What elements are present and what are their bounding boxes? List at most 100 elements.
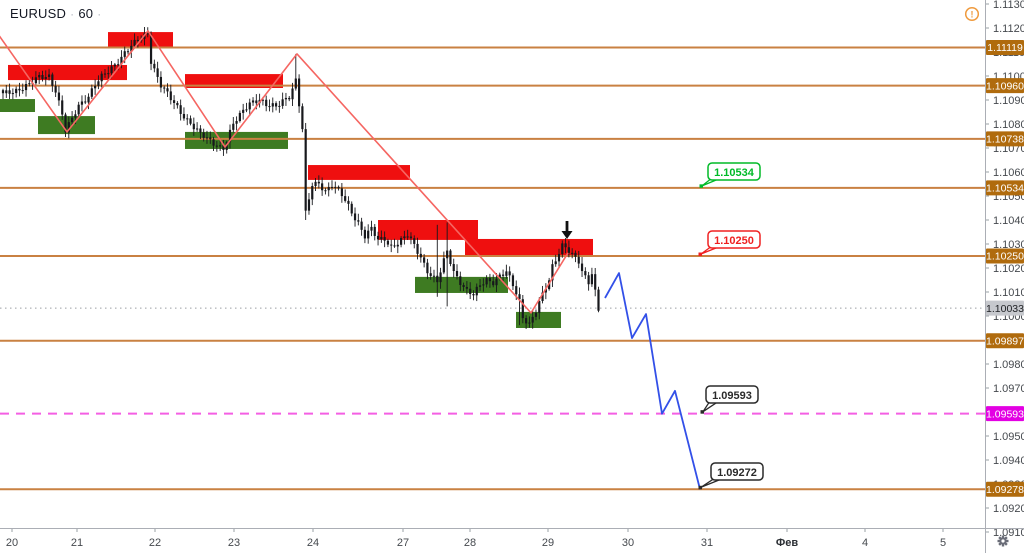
- candle: [186, 118, 189, 120]
- candle: [192, 123, 195, 130]
- candle: [103, 73, 107, 75]
- callout-text: 1.10250: [714, 235, 754, 247]
- price-tick-label: 1.09200: [993, 503, 1024, 515]
- candle: [90, 88, 93, 97]
- candle: [245, 109, 248, 111]
- level-price-label: 1.09593: [986, 408, 1024, 420]
- demand-zone[interactable]: [0, 99, 35, 112]
- demand-zone[interactable]: [516, 311, 561, 328]
- candle: [350, 203, 353, 214]
- candle: [84, 101, 87, 103]
- callout-box[interactable]: [710, 462, 764, 481]
- candle: [209, 137, 212, 140]
- candle: [182, 113, 186, 119]
- price-callout[interactable]: 1.10250: [698, 230, 761, 256]
- candle: [28, 83, 31, 85]
- warning-icon[interactable]: !: [964, 6, 980, 22]
- candle: [511, 275, 515, 287]
- candle: [413, 238, 416, 244]
- candle: [172, 100, 176, 103]
- price-callout[interactable]: 1.09593: [700, 385, 759, 414]
- supply-zone[interactable]: [378, 220, 478, 240]
- candle: [77, 104, 80, 115]
- interval-label[interactable]: 60: [78, 6, 94, 21]
- candle: [8, 90, 11, 94]
- candle: [501, 274, 505, 276]
- candle: [485, 278, 488, 285]
- callout-box[interactable]: [705, 385, 759, 404]
- supply-zone[interactable]: [465, 238, 593, 257]
- candle: [126, 51, 130, 53]
- time-tick-label: 24: [307, 537, 319, 549]
- candle: [149, 34, 153, 64]
- demand-zone[interactable]: [185, 131, 288, 149]
- time-tick-label: 4: [862, 537, 868, 549]
- candle: [222, 145, 225, 150]
- candle: [498, 274, 501, 279]
- supply-zone[interactable]: [185, 74, 283, 88]
- candle: [317, 181, 320, 184]
- candle: [54, 85, 57, 93]
- time-tick-label: 29: [542, 537, 554, 549]
- price-tick-label: 1.10600: [993, 167, 1024, 179]
- gear-icon[interactable]: [997, 535, 1009, 547]
- callout-anchor-dot: [700, 410, 704, 414]
- gear-hole: [1001, 539, 1005, 543]
- zigzag-projection-blue[interactable]: [604, 272, 701, 490]
- candle: [594, 274, 597, 290]
- candle: [18, 88, 21, 91]
- time-tick-label: 21: [71, 537, 83, 549]
- candle: [390, 244, 393, 246]
- candle: [419, 253, 422, 258]
- candle: [557, 254, 561, 262]
- candle: [136, 39, 139, 41]
- time-tick-label: 23: [228, 537, 240, 549]
- candle: [561, 243, 564, 255]
- candle: [482, 284, 485, 286]
- candle: [38, 75, 41, 78]
- candle: [41, 75, 44, 79]
- candle: [541, 292, 544, 302]
- price-tick-label: 1.09800: [993, 359, 1024, 371]
- candle: [380, 237, 383, 240]
- supply-zone[interactable]: [308, 165, 410, 180]
- price-callout[interactable]: 1.09272: [698, 462, 764, 490]
- candle: [399, 238, 403, 245]
- candle: [242, 109, 245, 113]
- down-arrow-icon[interactable]: [561, 221, 573, 239]
- price-axis[interactable]: 1.091001.092001.093001.094001.095001.096…: [985, 0, 1024, 539]
- candle: [429, 273, 432, 276]
- time-tick-label: 27: [397, 537, 409, 549]
- candle: [475, 286, 478, 296]
- callout-box[interactable]: [707, 162, 761, 181]
- title-trailing-dot-icon: ·: [97, 7, 102, 21]
- supply-zone[interactable]: [8, 64, 127, 81]
- candle: [465, 286, 468, 289]
- candle: [94, 85, 97, 89]
- candle: [442, 258, 445, 273]
- candle: [232, 123, 235, 130]
- time-axis[interactable]: 20 21 22 23 24 27 28 29 30 31 Фев 4 5: [6, 529, 946, 549]
- candle: [294, 78, 297, 89]
- candle: [446, 250, 449, 259]
- zigzag-pattern-red[interactable]: [0, 30, 569, 314]
- callout-box[interactable]: [707, 230, 761, 249]
- candle: [423, 257, 426, 263]
- candle: [113, 64, 116, 67]
- candle: [580, 263, 584, 272]
- price-callout[interactable]: 1.10534: [699, 162, 761, 188]
- price-tick-label: 1.11300: [993, 0, 1024, 11]
- candle: [5, 90, 8, 94]
- time-tick-label: 5: [940, 537, 946, 549]
- symbol-title[interactable]: EURUSD · 60 ·: [10, 6, 105, 21]
- candle: [383, 237, 386, 241]
- candle: [544, 289, 547, 293]
- candle: [74, 114, 77, 118]
- candle: [130, 45, 133, 52]
- candle: [304, 129, 307, 211]
- symbol-name[interactable]: EURUSD: [10, 6, 67, 21]
- price-tick-label: 1.10200: [993, 263, 1024, 275]
- price-tick-label: 1.10800: [993, 119, 1024, 131]
